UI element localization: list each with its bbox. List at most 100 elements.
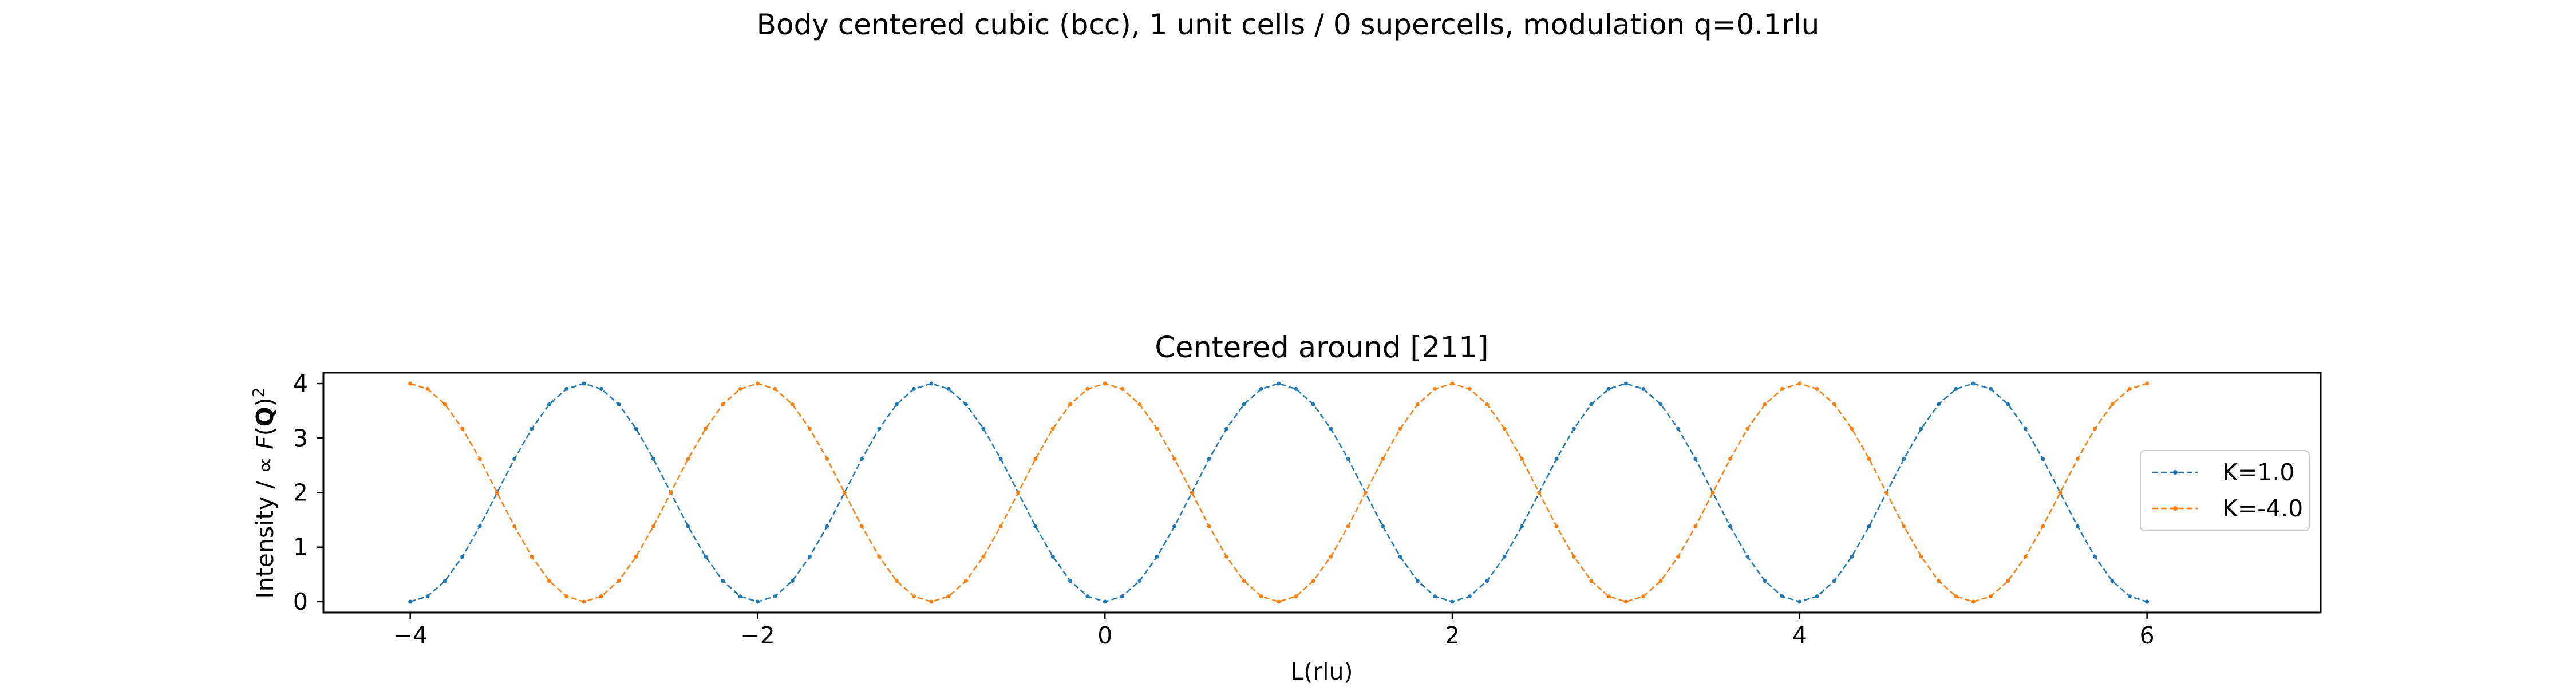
data-point xyxy=(686,524,690,528)
data-point xyxy=(599,386,603,391)
y-axis-label-text: Intensity / ∝ xyxy=(251,449,279,599)
data-point xyxy=(1554,524,1559,528)
data-point xyxy=(2023,554,2028,559)
data-point xyxy=(1120,594,1125,599)
data-point xyxy=(1815,594,1819,599)
data-point xyxy=(1155,427,1159,431)
data-point xyxy=(1277,599,1281,604)
chart-title: Centered around [211] xyxy=(1155,331,1488,365)
data-point xyxy=(1937,402,1941,406)
data-point xyxy=(1277,381,1281,386)
data-point xyxy=(2041,457,2045,461)
data-point xyxy=(1728,524,1732,528)
data-point xyxy=(1033,457,1038,461)
data-point xyxy=(1294,594,1298,599)
data-point xyxy=(1780,594,1784,599)
data-point xyxy=(964,402,968,406)
data-point xyxy=(1745,554,1750,559)
series-K=1.0 xyxy=(408,381,2150,604)
data-point xyxy=(825,524,829,528)
data-point xyxy=(1415,402,1420,406)
data-point xyxy=(773,594,777,599)
data-point xyxy=(998,524,1003,528)
data-point xyxy=(1797,381,1802,386)
data-point xyxy=(1433,386,1437,391)
data-point xyxy=(408,599,413,604)
data-point xyxy=(738,594,742,599)
legend-item: K=-4.0 xyxy=(2152,495,2303,522)
series-line xyxy=(410,382,2147,603)
plot-area xyxy=(322,372,2322,614)
data-point xyxy=(1571,427,1576,431)
data-point xyxy=(651,457,655,461)
data-point xyxy=(1363,491,1368,495)
data-point xyxy=(2093,554,2097,559)
y-axis-label-paren-open: ( xyxy=(251,427,279,436)
y-axis-label-sup: 2 xyxy=(249,388,268,398)
data-point xyxy=(495,491,499,495)
legend: K=1.0 K=-4.0 xyxy=(2140,450,2310,531)
data-point xyxy=(894,579,899,583)
x-tick-label: −2 xyxy=(740,622,775,649)
data-point xyxy=(1710,491,1715,495)
data-point xyxy=(1850,427,1854,431)
data-point xyxy=(1728,457,1732,461)
data-point xyxy=(1693,457,1698,461)
data-point xyxy=(756,599,760,604)
data-point xyxy=(1902,457,1906,461)
data-point xyxy=(547,579,551,583)
data-point xyxy=(1676,554,1680,559)
data-point xyxy=(547,402,551,406)
data-point xyxy=(1502,427,1507,431)
data-point xyxy=(964,579,968,583)
data-point xyxy=(981,427,986,431)
data-point xyxy=(408,381,413,386)
data-point xyxy=(582,381,586,386)
data-point xyxy=(1763,579,1767,583)
data-point xyxy=(704,427,708,431)
data-point xyxy=(530,427,534,431)
data-point xyxy=(686,457,690,461)
x-tick-label: 6 xyxy=(2140,622,2155,649)
data-point xyxy=(617,579,621,583)
data-point xyxy=(1259,594,1263,599)
data-point xyxy=(1450,381,1455,386)
x-tick-label: −4 xyxy=(393,622,427,649)
y-tick-label: 2 xyxy=(293,479,308,507)
data-point xyxy=(1033,524,1038,528)
y-tick-label: 0 xyxy=(293,588,308,615)
data-point xyxy=(946,386,951,391)
data-point xyxy=(1294,386,1298,391)
data-point xyxy=(1589,402,1594,406)
data-point xyxy=(425,594,430,599)
data-point xyxy=(1016,491,1021,495)
series-K=-4.0 xyxy=(408,381,2150,604)
data-point xyxy=(1415,579,1420,583)
data-point xyxy=(790,579,795,583)
data-point xyxy=(2127,386,2132,391)
data-point xyxy=(2058,491,2063,495)
data-point xyxy=(1085,386,1090,391)
data-point xyxy=(912,594,916,599)
data-point xyxy=(1068,579,1073,583)
data-point xyxy=(1137,402,1142,406)
data-point xyxy=(929,381,934,386)
data-point xyxy=(1085,594,1090,599)
data-point xyxy=(1589,579,1594,583)
data-point xyxy=(1207,524,1211,528)
data-point xyxy=(1172,457,1177,461)
data-point xyxy=(1623,599,1628,604)
data-point xyxy=(1919,554,1923,559)
data-point xyxy=(1884,491,1888,495)
data-point xyxy=(460,554,465,559)
data-point xyxy=(1050,427,1055,431)
data-point xyxy=(877,554,882,559)
data-point xyxy=(1242,402,1246,406)
data-point xyxy=(1329,554,1333,559)
data-point xyxy=(2110,579,2115,583)
data-point xyxy=(477,524,482,528)
data-point xyxy=(530,554,534,559)
data-point xyxy=(1311,402,1315,406)
x-tick-label: 0 xyxy=(1097,622,1112,649)
